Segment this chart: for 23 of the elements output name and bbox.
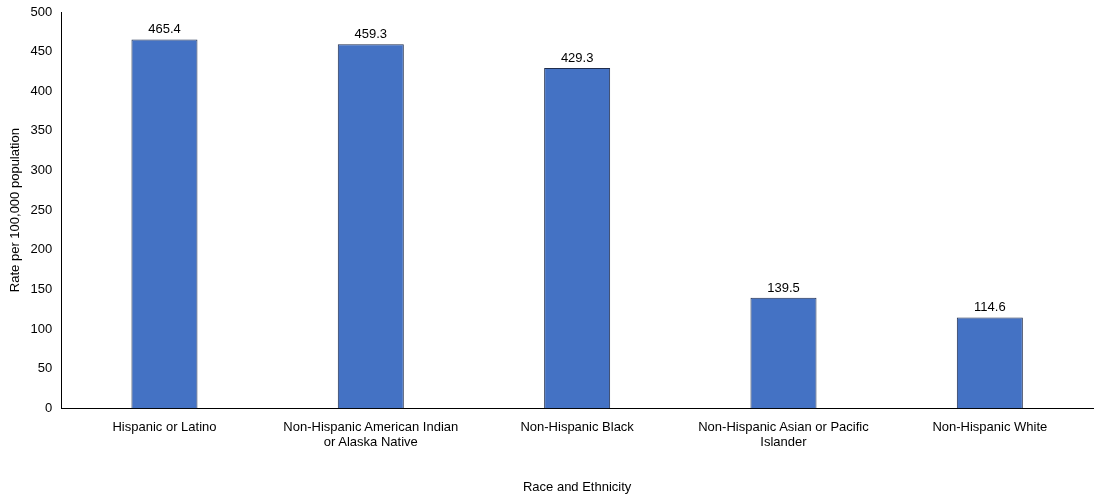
data-label: 114.6 (974, 299, 1006, 315)
x-tick-label: Hispanic or Latino (112, 418, 217, 434)
x-tick-label: Non-Hispanic American Indian or Alaska Native (283, 418, 459, 450)
x-tick-label: Non-Hispanic White (932, 418, 1048, 434)
data-label: 429.3 (560, 50, 594, 66)
y-tick-label: 500 (30, 3, 53, 19)
y-tick-label: 450 (30, 43, 53, 59)
y-tick-label: 0 (45, 399, 53, 415)
data-label: 139.5 (767, 279, 800, 295)
y-tick-label: 250 (30, 201, 53, 217)
y-tick-label: 200 (30, 241, 53, 257)
y-tick-label: 50 (37, 360, 53, 376)
y-tick-label: 400 (30, 82, 53, 98)
y-axis-title: Rate per 100,000 population (7, 128, 23, 293)
x-tick-label: Non-Hispanic Asian or Pacific Islander (698, 418, 870, 450)
y-tick-label: 100 (30, 320, 53, 336)
y-tick-label: 150 (30, 280, 53, 296)
y-tick-label: 350 (30, 122, 53, 138)
x-axis-title: Race and Ethnicity (522, 478, 632, 494)
data-label: 459.3 (354, 26, 388, 42)
x-tick-label: Non-Hispanic Black (520, 418, 635, 434)
data-label: 465.4 (148, 21, 181, 37)
y-tick-label: 300 (30, 162, 53, 178)
